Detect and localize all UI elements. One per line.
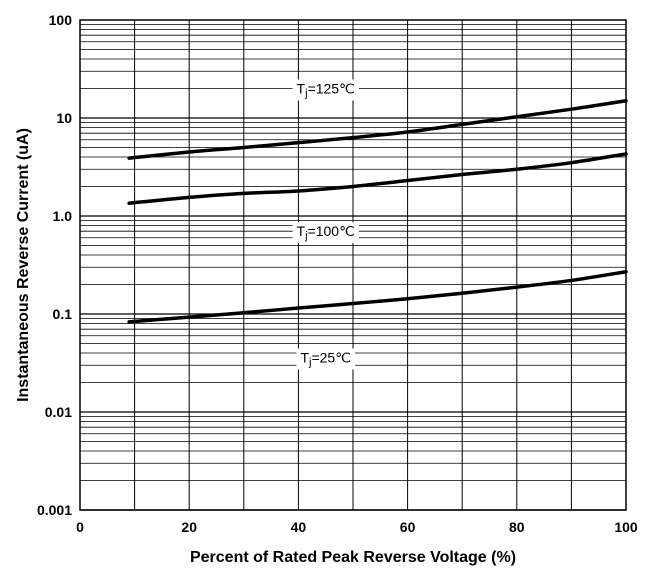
series-label-subscript: j bbox=[308, 356, 311, 368]
x-tick-label: 40 bbox=[291, 519, 307, 535]
x-tick-label: 20 bbox=[181, 519, 197, 535]
y-tick-label: 10 bbox=[56, 110, 72, 126]
y-tick-labels: 100 10 1.0 0.1 0.01 0.001 bbox=[37, 12, 72, 518]
x-tick-label: 60 bbox=[400, 519, 416, 535]
series-label-text: Tj=25℃ bbox=[300, 349, 351, 368]
series-label-suffix: =125℃ bbox=[308, 80, 355, 96]
series-lines bbox=[127, 98, 628, 324]
y-tick-label: 0.01 bbox=[45, 404, 72, 420]
series-label-suffix: =25℃ bbox=[311, 349, 350, 365]
series-label-prefix: T bbox=[300, 349, 309, 365]
series-label-text: Tj=100℃ bbox=[297, 223, 355, 242]
series-label-suffix: =100℃ bbox=[308, 223, 355, 239]
series-label-2: Tj=25℃ bbox=[296, 348, 355, 370]
series-label-background bbox=[292, 222, 359, 244]
series-label-0: Tj=125℃ bbox=[292, 79, 359, 101]
plot-frame bbox=[79, 19, 627, 511]
x-tick-label: 0 bbox=[76, 519, 84, 535]
x-tick-labels: 0 20 40 60 80 100 bbox=[76, 519, 638, 535]
y-tick-label: 0.001 bbox=[37, 502, 72, 518]
series-line-0 bbox=[127, 98, 628, 160]
y-tick-label: 1.0 bbox=[53, 208, 73, 224]
series-label-subscript: j bbox=[304, 87, 307, 99]
grid bbox=[80, 20, 626, 511]
series-label-prefix: T bbox=[297, 80, 306, 96]
series-label-1: Tj=100℃ bbox=[292, 222, 359, 244]
y-axis-title: Instantaneous Reverse Current (uA) bbox=[15, 128, 32, 402]
series-labels: Tj=125℃Tj=100℃Tj=25℃ bbox=[292, 79, 359, 370]
y-tick-label: 100 bbox=[49, 12, 73, 28]
series-label-subscript: j bbox=[304, 230, 307, 242]
x-axis-title: Percent of Rated Peak Reverse Voltage (%… bbox=[190, 549, 516, 566]
series-line-1 bbox=[127, 152, 628, 205]
series-line-2 bbox=[127, 269, 628, 324]
x-tick-label: 80 bbox=[509, 519, 525, 535]
series-label-background bbox=[296, 348, 355, 370]
series-label-text: Tj=125℃ bbox=[297, 80, 355, 99]
x-tick-label: 100 bbox=[614, 519, 638, 535]
y-tick-label: 0.1 bbox=[53, 306, 73, 322]
series-label-prefix: T bbox=[297, 223, 306, 239]
series-label-background bbox=[292, 79, 359, 101]
